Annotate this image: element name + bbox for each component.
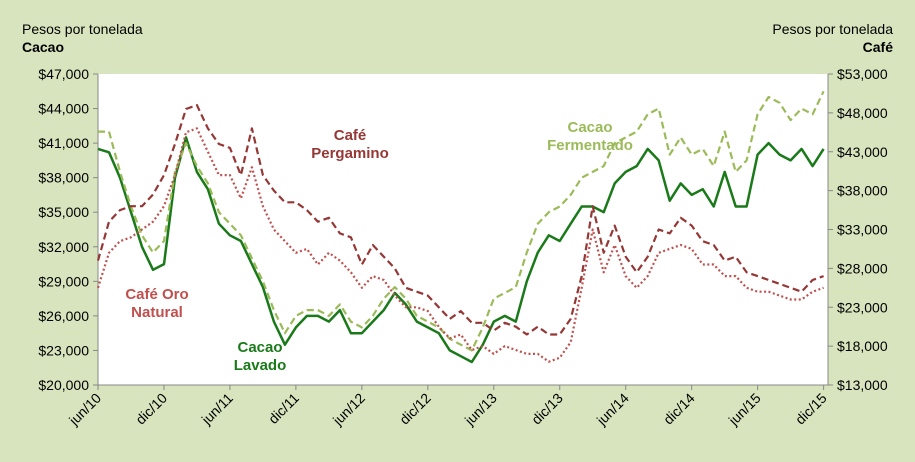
y-tick-label: $38,000 [38, 170, 89, 186]
annotation: Cacao Lavado [233, 339, 287, 374]
y2-tick-label: $53,000 [837, 66, 888, 82]
x-tick-label: dic/10 [132, 390, 170, 428]
y-tick-label: $47,000 [38, 66, 89, 82]
x-tick-label: jun/13 [461, 390, 500, 429]
x-tick-label: dic/12 [396, 390, 434, 428]
x-tick-label: jun/12 [329, 390, 368, 429]
annotation: Café Pergamino [311, 127, 389, 162]
y-tick-label: $23,000 [38, 342, 89, 358]
series-line [98, 90, 825, 352]
y-tick-label: $35,000 [38, 204, 89, 220]
series-line [97, 136, 825, 364]
y-axis-name: Cacao [22, 39, 64, 55]
y-tick-label: $41,000 [38, 135, 89, 151]
y2-axis-title: Pesos por tonelada [772, 21, 893, 37]
y2-axis-name: Café [863, 39, 894, 55]
y-tick-label: $32,000 [38, 239, 89, 255]
y2-tick-label: $28,000 [837, 260, 888, 276]
series-line [96, 103, 824, 336]
x-tick-label: jun/11 [198, 390, 236, 428]
y-tick-label: $29,000 [38, 273, 89, 289]
annotation: Café Oro Natural [125, 286, 189, 321]
y-tick-label: $20,000 [38, 377, 89, 393]
y2-tick-label: $33,000 [837, 222, 888, 238]
y2-tick-label: $18,000 [837, 338, 888, 354]
y-tick-label: $44,000 [38, 101, 89, 117]
y2-tick-label: $38,000 [837, 183, 888, 199]
y2-tick-label: $48,000 [837, 105, 888, 121]
x-tick-label: jun/10 [65, 390, 104, 429]
x-tick-label: dic/15 [792, 390, 830, 428]
y2-tick-label: $13,000 [837, 377, 888, 393]
plot-area [98, 74, 828, 385]
y-axis-title: Pesos por tonelada [22, 21, 143, 37]
y2-tick-label: $43,000 [837, 144, 888, 160]
x-tick-label: jun/14 [593, 390, 632, 429]
y2-tick-label: $23,000 [837, 299, 888, 315]
x-tick-label: jun/15 [725, 390, 764, 429]
x-tick-label: dic/14 [660, 390, 698, 428]
x-tick-label: dic/13 [528, 390, 566, 428]
y-tick-label: $26,000 [38, 308, 89, 324]
x-tick-label: dic/11 [265, 390, 302, 427]
annotation: Cacao Fermentado [547, 119, 633, 154]
